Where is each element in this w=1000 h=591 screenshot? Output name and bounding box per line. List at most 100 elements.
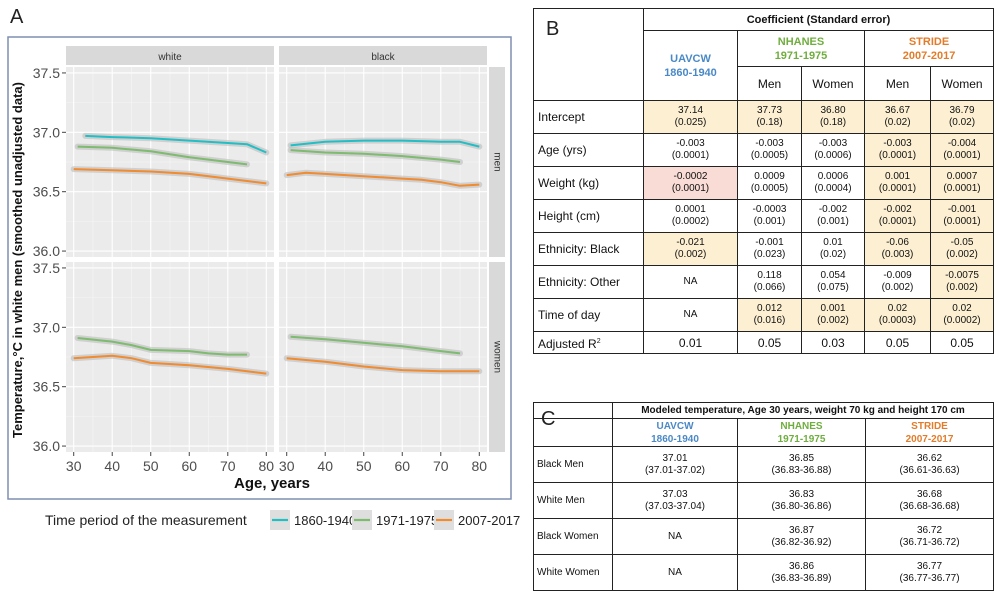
table-cell: 0.0007 (0.0001) [929,166,995,200]
table-cell: 37.73 (0.18) [737,100,802,134]
legend-title: Time period of the measurement [45,512,247,528]
table-row: Time of day NA 0.012 (0.016) 0.001 (0.002) 0.0… [533,298,995,332]
row-label: Intercept [533,100,644,134]
table-cell: NA [612,518,738,555]
group-name: NHANES [777,35,825,48]
table-cell: -0.0003 (0.001) [737,199,802,233]
facet-label-women: women [491,340,502,373]
y-tick-label: 36.0 [33,438,60,454]
table-row: Intercept 37.14 (0.025) 37.73 (0.18) 36.80 (0.… [533,100,995,134]
series-line-1971-1975 [290,149,461,163]
facet-strip-black [279,46,487,65]
table-cell: NA [643,265,738,299]
cell-value: 36.62 [917,452,943,464]
table-b-title: Coefficient (Standard error) [642,8,995,31]
group-name: STRIDE [911,420,948,432]
table-cell: 36.72 (36.71-36.72) [864,518,995,555]
table-cell: 0.0006 (0.0004) [801,166,865,200]
cell-value: -0.002 [818,204,848,215]
x-tick-label: 80 [259,458,275,474]
table-cell: -0.002 (0.0001) [864,199,931,233]
cell-value: 0.01 [823,237,843,248]
x-tick-label: 50 [356,458,372,474]
table-cell: 0.05 [929,331,995,354]
row-label: Black Women [533,518,613,555]
table-cell: 36.85 (36.83-36.88) [737,446,866,483]
table-cell: 37.03 (37.03-37.04) [612,482,738,519]
row-label: Weight (kg) [533,166,644,200]
facet-strip-women [489,262,505,452]
cell-value: -0.003 [755,138,784,149]
cell-stderr: (0.002) [674,249,707,260]
cell-ci: (36.68-36.68) [899,500,960,512]
cell-value: 37.73 [756,105,783,116]
table-cell: -0.021 (0.002) [643,232,738,266]
table-cell: 36.79 (0.02) [929,100,995,134]
cell-value: -0.003 [818,138,848,149]
table-cell: 0.01 (0.02) [801,232,865,266]
group-years: 2007-2017 [905,433,954,445]
cell-stderr: (0.075) [817,282,849,293]
cell-stderr: (0.0004) [814,183,852,194]
table-cell: 0.02 (0.0003) [864,298,931,332]
row-label: Height (cm) [533,199,644,233]
cell-value: 0.0007 [946,171,978,182]
cell-value: 0.02 [952,303,972,314]
group-years: 2007-2017 [902,49,956,62]
row-label: Ethnicity: Other [533,265,644,299]
group-name: UAVCW [670,52,711,65]
cell-ci: (36.61-36.63) [899,464,960,476]
cell-ci: (36.83-36.89) [771,572,832,584]
cell-stderr: (0.0001) [878,183,917,194]
table-cell: 0.001 (0.0001) [864,166,931,200]
cell-value: 0.054 [820,270,846,281]
cell-stderr: (0.001) [817,216,849,227]
table-c-group-nhanes: NHANES 1971-1975 [737,418,866,447]
cell-stderr: (0.025) [674,117,707,128]
cell-value: 37.03 [662,488,688,500]
cell-stderr: (0.066) [753,282,786,293]
row-label: White Men [533,482,613,519]
table-cell: 0.05 [737,331,802,354]
table-b-group-uavcw: UAVCW 1860-1940 [643,30,738,101]
row-label: Age (yrs) [533,133,644,167]
table-cell: 36.80 (0.18) [801,100,865,134]
cell-value: 36.68 [917,488,943,500]
group-name: UAVCW [656,420,694,432]
x-tick-label: 80 [472,458,488,474]
cell-ci: (36.80-36.86) [771,500,832,512]
facet-label-black: black [371,52,395,63]
cell-value: 0.02 [887,303,908,314]
cell-value: -0.06 [886,237,909,248]
table-cell: 0.02 (0.0002) [929,298,995,332]
cell-stderr: (0.0002) [943,315,981,326]
cell-value: 0.118 [757,270,782,281]
x-tick-label: 70 [220,458,236,474]
row-label: Ethnicity: Black [533,232,644,266]
table-cell: 36.87 (36.82-36.92) [737,518,866,555]
cell-value: 37.14 [677,105,704,116]
table-c-group-stride: STRIDE 2007-2017 [864,418,995,447]
table-row: Ethnicity: Other NA 0.118 (0.066) 0.054 (0.07… [533,265,995,299]
table-row: White Men 37.03 (37.03-37.04) 36.83 (36.80-3… [533,482,995,519]
cell-value: -0.001 [947,204,977,215]
table-cell: -0.06 (0.003) [864,232,931,266]
cell-ci: (37.01-37.02) [644,464,706,476]
table-cell: -0.009 (0.002) [864,265,931,299]
facet-label-white: white [157,52,182,63]
cell-stderr: (0.0001) [943,216,981,227]
series-line-1971-1975 [77,337,247,356]
coefficient-table: Coefficient (Standard error) UAVCW 1860-… [533,8,995,354]
table-cell: -0.001 (0.023) [737,232,802,266]
cell-value: -0.0002 [673,171,708,182]
cell-stderr: (0.0005) [750,150,789,161]
y-tick-label: 37.5 [33,260,60,276]
table-cell: 0.0009 (0.0005) [737,166,802,200]
series-line-1860-1940 [85,134,267,154]
table-cell: 0.05 [864,331,931,354]
cell-value: 0.0009 [754,171,785,182]
table-cell: 37.01 (37.01-37.02) [612,446,738,483]
series-line-1860-1940 [290,139,480,148]
row-label: Adjusted R2 [533,331,644,354]
table-cell: 0.001 (0.002) [801,298,865,332]
